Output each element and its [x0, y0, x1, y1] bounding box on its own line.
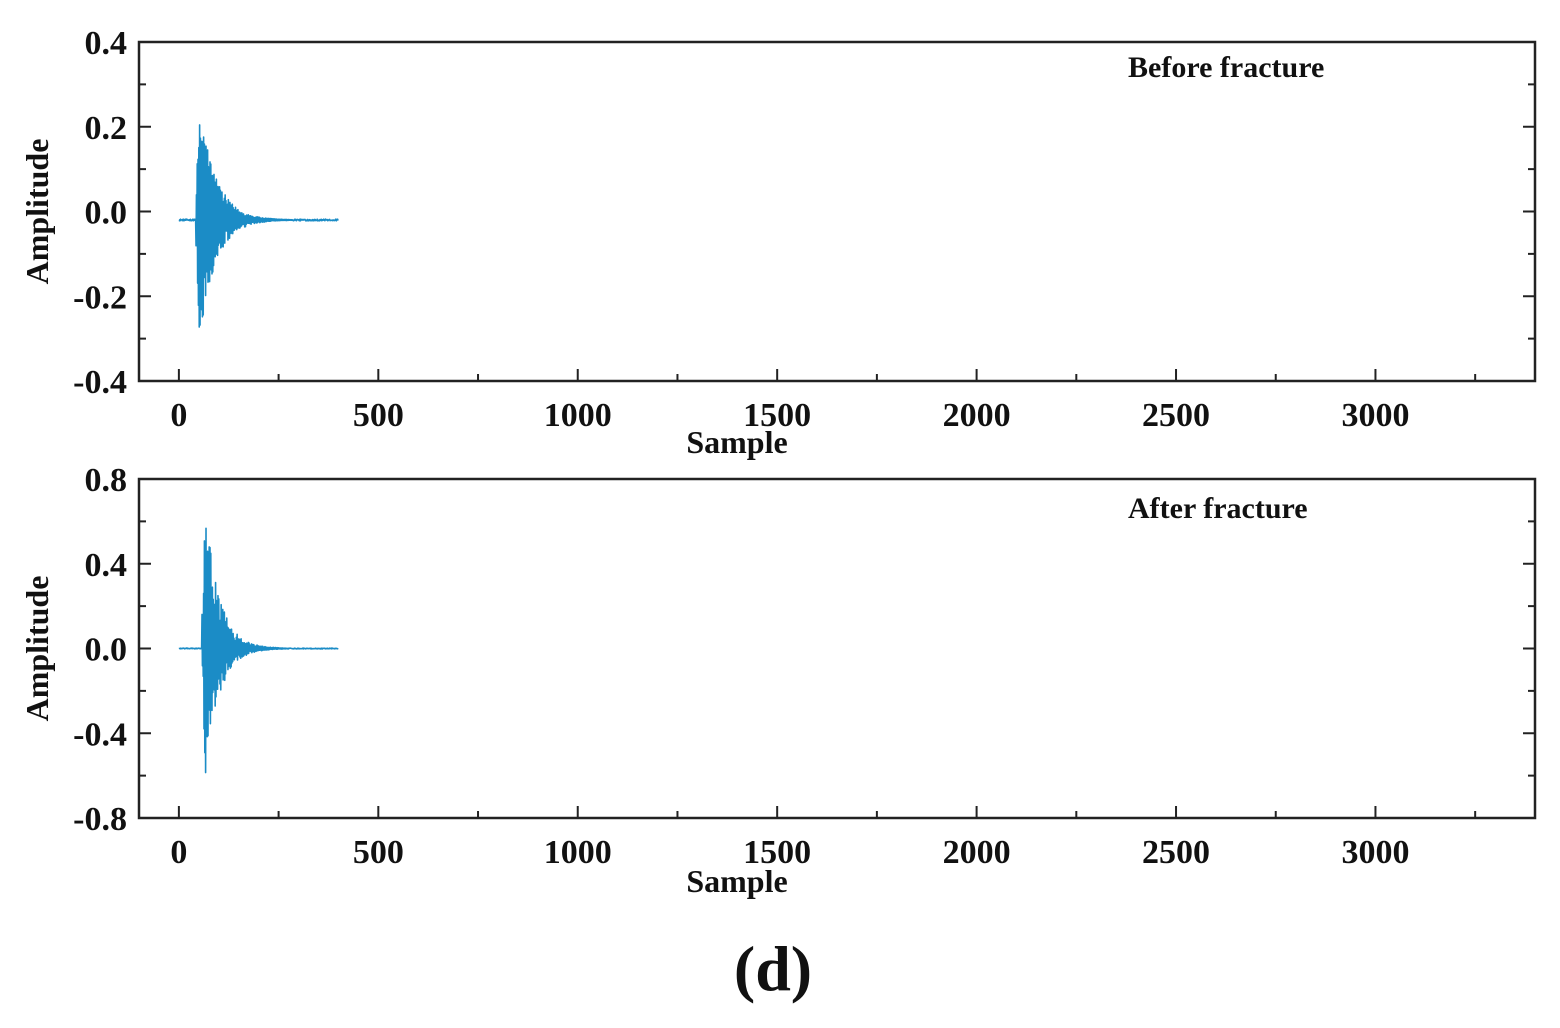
- chart-2-y-tick-label: 0.8: [85, 462, 128, 499]
- chart-2-signal-group: [178, 527, 339, 774]
- chart-1-signal-burst-1: [178, 124, 339, 328]
- chart-1-y-tick-label: 0.0: [85, 195, 128, 232]
- chart-before-fracture: 0 500 1000 1500 2000 2500 3000 -0.4 -0.2 0.0 0.2 0.…: [19, 25, 1537, 460]
- chart-2-annotation: After fracture: [1128, 492, 1308, 525]
- chart-1-annotation: Before fracture: [1128, 51, 1324, 84]
- chart-2-tick-marks: [139, 478, 1535, 819]
- chart-2-plot-frame: [137, 477, 1537, 820]
- chart-1-x-tick-label: 3000: [1341, 397, 1409, 434]
- chart-1-y-tick-label: 0.4: [85, 25, 128, 62]
- chart-1-y-tick-label: -0.2: [73, 279, 127, 316]
- chart-2-y-tick-label: 0.0: [85, 632, 128, 669]
- chart-1-y-axis-title: Amplitude: [19, 139, 55, 285]
- chart-2-signal-burst-1: [178, 527, 339, 774]
- chart-2-y-axis-title: Amplitude: [19, 576, 55, 722]
- chart-1-x-tick-label: 2500: [1142, 397, 1210, 434]
- chart-2-x-axis-title: Sample: [686, 863, 787, 899]
- chart-2-x-tick-label: 2000: [943, 834, 1011, 871]
- chart-1-x-tick-label: 1000: [544, 397, 612, 434]
- chart-1-x-tick-label: 0: [170, 397, 187, 434]
- chart-2-x-tick-label: 1500: [743, 834, 811, 871]
- chart-2-tick-labels: 0 500 1000 1500 2000 2500 3000 -0.8 -0.4 0.0 0.4 0.…: [73, 462, 1409, 871]
- chart-1-signal-group: [178, 124, 339, 328]
- chart-2-x-tick-label: 500: [353, 834, 404, 871]
- chart-1-x-tick-label: 1500: [743, 397, 811, 434]
- chart-2-y-tick-label: -0.4: [73, 716, 127, 753]
- chart-1-tick-marks: [139, 41, 1535, 382]
- chart-after-fracture: 0 500 1000 1500 2000 2500 3000 -0.8 -0.4 0.0 0.4 0.…: [19, 462, 1537, 899]
- chart-2-x-tick-label: 0: [170, 834, 187, 871]
- chart-1-tick-labels: 0 500 1000 1500 2000 2500 3000 -0.4 -0.2 0.0 0.2 0.…: [73, 25, 1409, 434]
- chart-1-y-tick-label: 0.2: [85, 110, 128, 147]
- chart-2-x-tick-label: 1000: [544, 834, 612, 871]
- chart-2-y-tick-label: -0.8: [73, 801, 127, 838]
- chart-2-y-tick-label: 0.4: [85, 547, 128, 584]
- panel-label: (d): [734, 933, 812, 1004]
- chart-1-x-axis-title: Sample: [686, 424, 787, 460]
- chart-1-x-tick-label: 500: [353, 397, 404, 434]
- chart-1-y-tick-label: -0.4: [73, 364, 127, 401]
- chart-1-plot-frame: [137, 40, 1537, 383]
- chart-1-x-tick-label: 2000: [943, 397, 1011, 434]
- chart-2-x-tick-label: 3000: [1341, 834, 1409, 871]
- chart-2-x-tick-label: 2500: [1142, 834, 1210, 871]
